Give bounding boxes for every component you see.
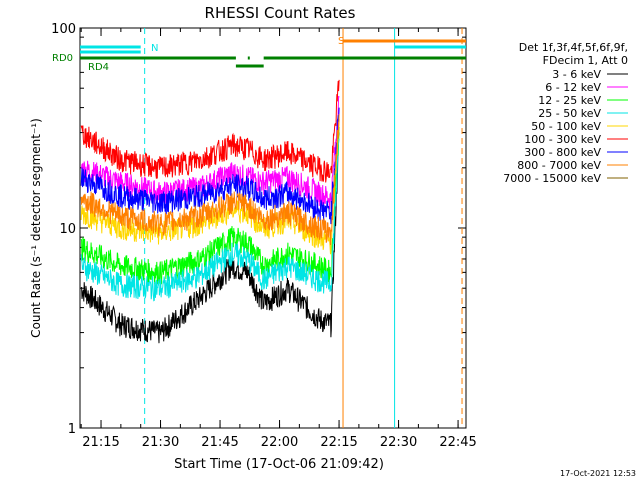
legend-title-line-2: FDecim 1, Att 0 — [543, 54, 628, 67]
x-tick-label: 22:15 — [320, 435, 357, 450]
flag-label-rd0: RD0 — [52, 53, 73, 64]
series-line — [80, 132, 340, 344]
legend-entry-label: 25 - 50 keV — [538, 107, 601, 120]
y-tick-label: 100 — [51, 22, 76, 37]
y-tick-label: 1 — [68, 422, 76, 437]
flag-bars — [80, 39, 466, 68]
legend-entry-label: 300 - 800 keV — [524, 146, 601, 159]
x-tick-label: 21:45 — [201, 435, 238, 450]
series-line — [80, 126, 340, 286]
legend-entry-label: 100 - 300 keV — [524, 133, 601, 146]
x-tick-label: 21:15 — [82, 435, 119, 450]
flag-label-s: S — [338, 36, 344, 47]
x-tick-label: 22:45 — [439, 435, 476, 450]
series-lines — [80, 79, 340, 344]
series-line — [80, 114, 340, 246]
x-tick-label: 22:30 — [380, 435, 417, 450]
axis-ticks: 21:15 21:30 21:45 22:00 22:15 22:30 22:45 1 10 10… — [51, 22, 477, 450]
x-tick-label: 21:30 — [142, 435, 179, 450]
legend-entry-label: 7000 - 15000 keV — [503, 172, 601, 185]
series-line — [80, 79, 340, 183]
flag-label-rd4: RD4 — [88, 62, 109, 73]
legend-entry-label: 6 - 12 keV — [545, 81, 601, 94]
y-tick-label: 10 — [59, 222, 76, 237]
y-axis-label: Count Rate (s⁻¹ detector segment⁻¹) — [29, 118, 43, 338]
footer-date: 17-Oct-2021 12:53 — [560, 469, 636, 478]
legend-entry-label: 3 - 6 keV — [552, 68, 601, 81]
x-tick-label: 22:00 — [261, 435, 298, 450]
legend-title-line-1: Det 1f,3f,4f,5f,6f,9f, — [519, 41, 628, 54]
legend-entry-label: 800 - 7000 keV — [517, 159, 601, 172]
series-line — [80, 95, 340, 210]
chart-title: RHESSI Count Rates — [205, 4, 356, 22]
series-line — [80, 138, 340, 302]
x-axis-label: Start Time (17-Oct-06 21:09:42) — [174, 457, 384, 472]
legend-entry-label: 12 - 25 keV — [538, 94, 601, 107]
vertical-markers — [144, 28, 463, 428]
flag-label-n: N — [151, 43, 158, 54]
series-line — [80, 107, 340, 225]
legend-entry-label: 50 - 100 keV — [531, 120, 601, 133]
